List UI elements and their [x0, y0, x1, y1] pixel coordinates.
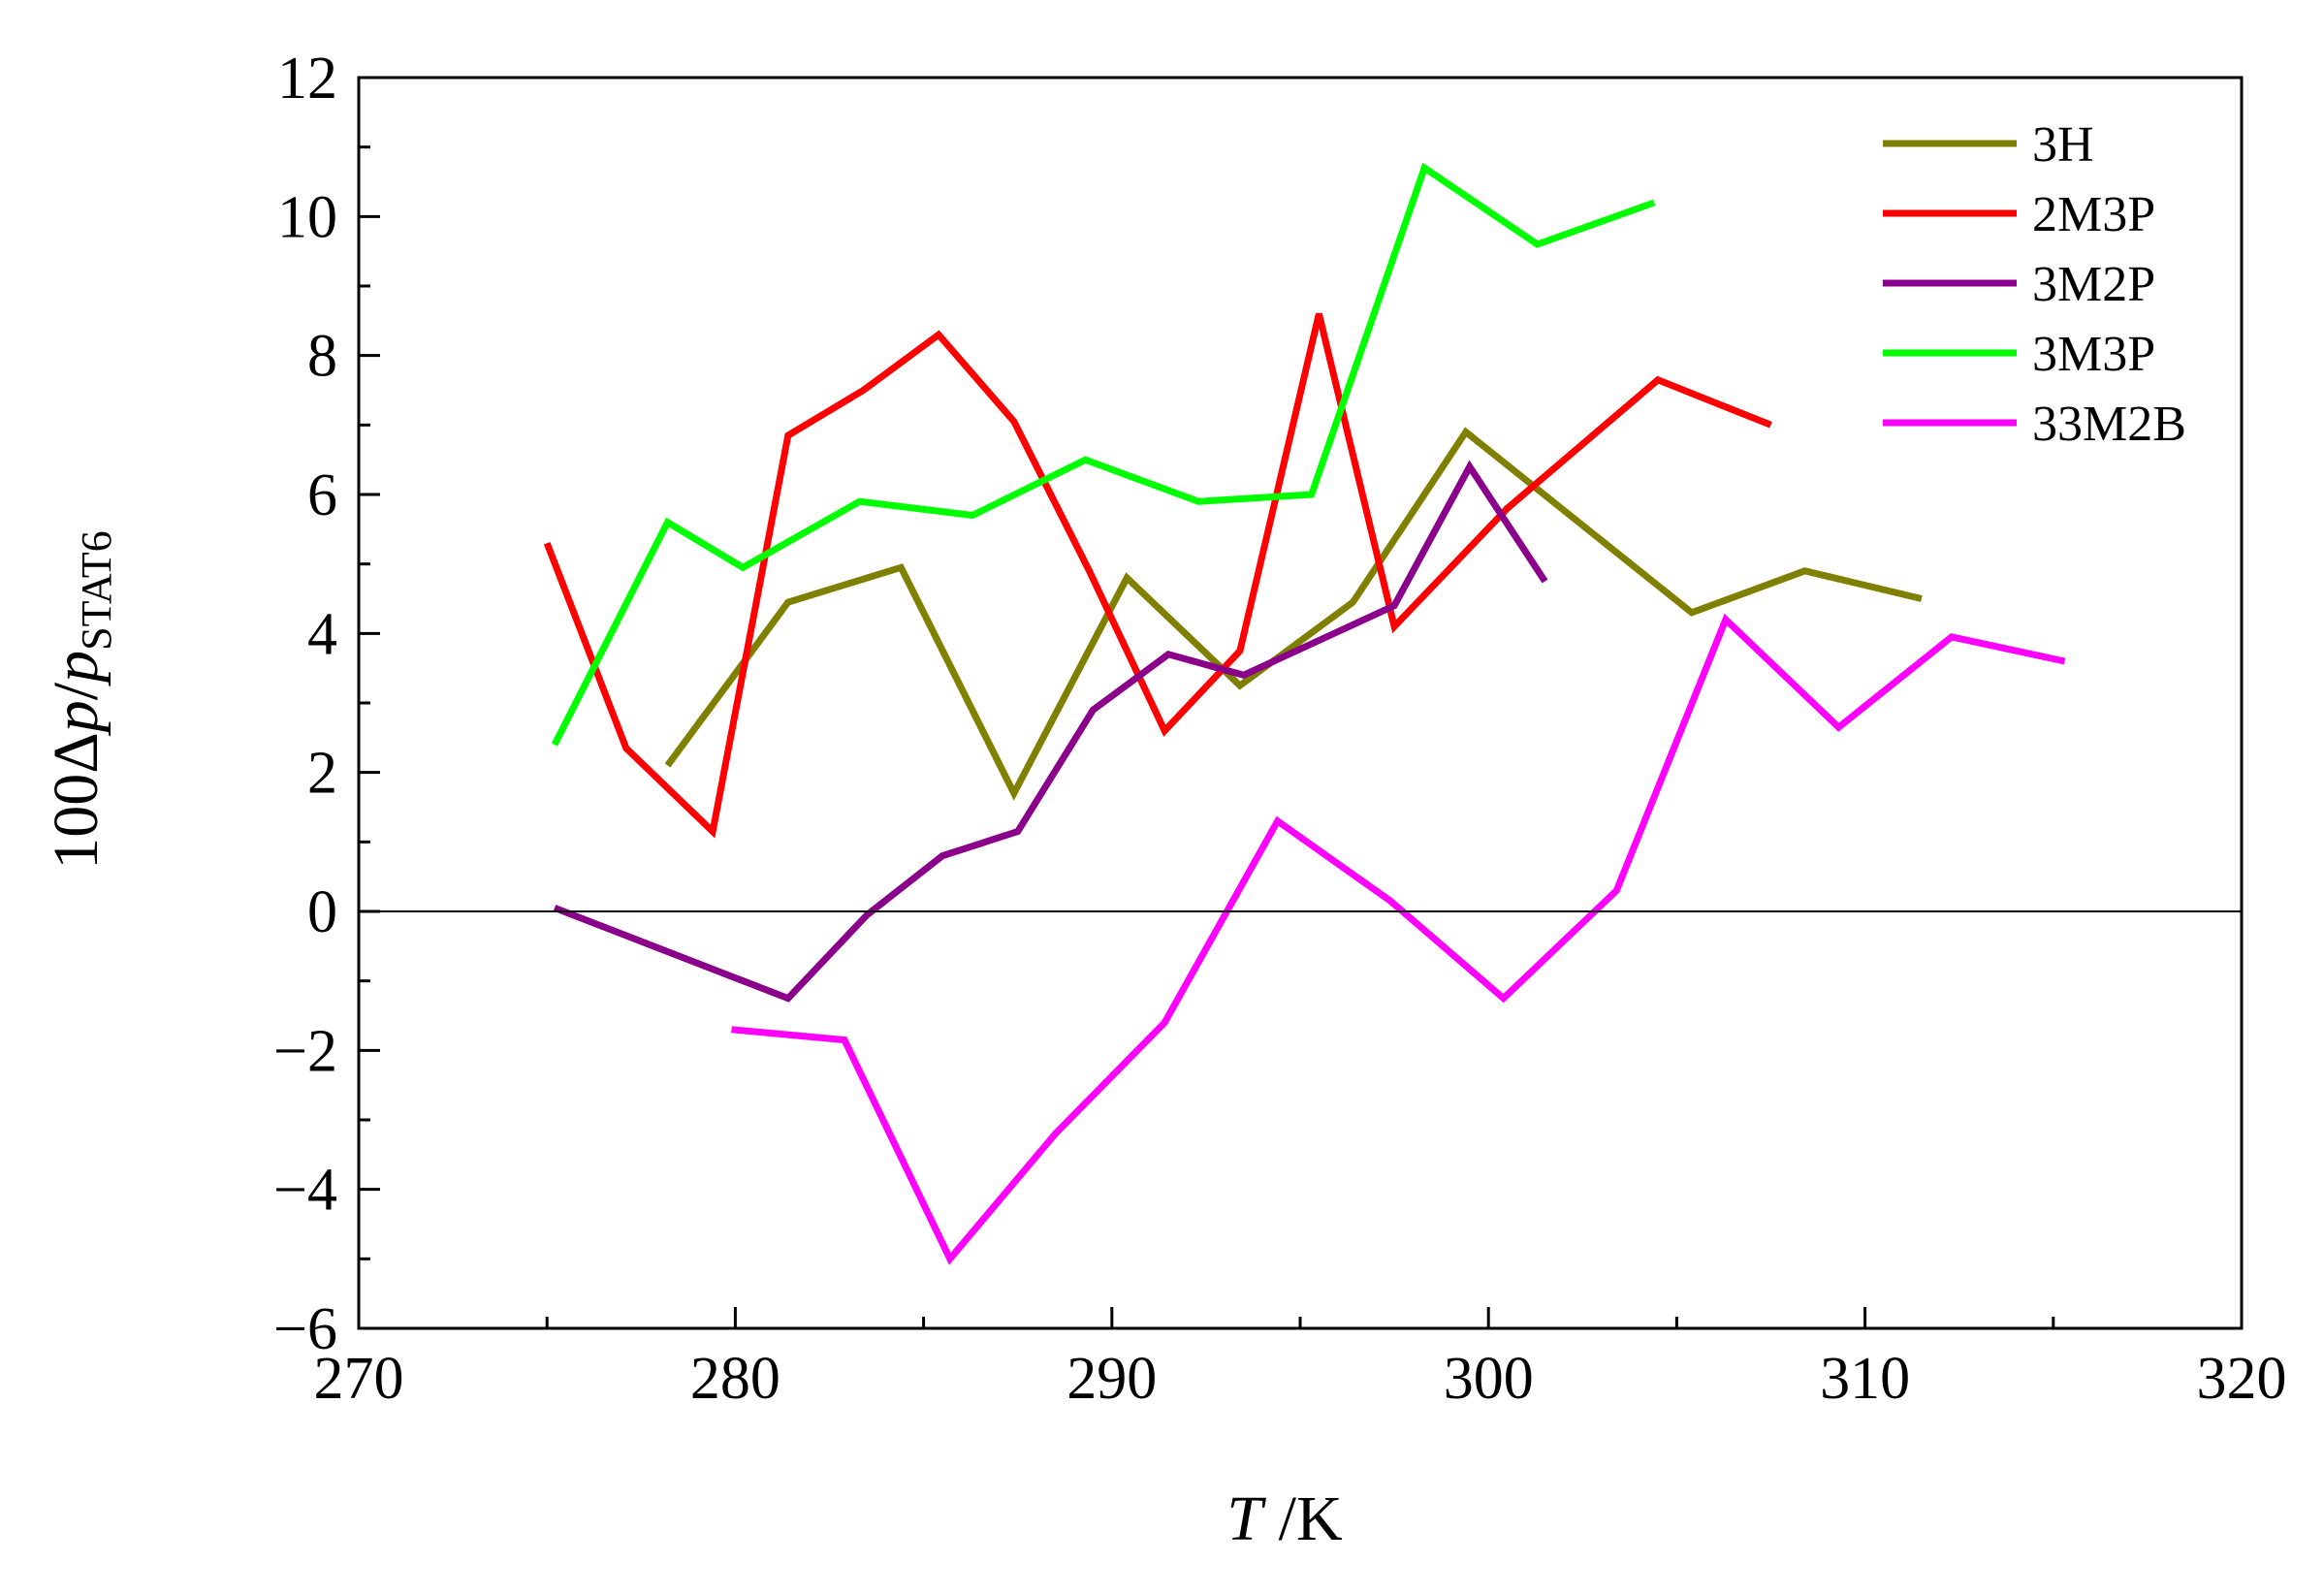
series-line-3m2p: [553, 460, 1548, 1003]
y-axis-title: 100Δp/pSTAT6: [41, 530, 120, 869]
y-tick-label: −2: [273, 1018, 337, 1084]
x-tick-label: 280: [690, 1346, 780, 1412]
legend-label-3h: 3H: [2032, 117, 2094, 173]
y-axis-subscript: STAT6: [73, 530, 120, 651]
x-axis-unit: /K: [1262, 1483, 1343, 1554]
plot-series: [543, 162, 2066, 1265]
y-axis-var2: p: [41, 651, 111, 686]
y-tick-label: 10: [277, 184, 337, 250]
series-line-3h: [664, 427, 1923, 801]
axis-ticks: [357, 76, 2244, 1330]
y-tick-label: 2: [307, 741, 337, 807]
y-tick-label: −4: [273, 1158, 337, 1224]
y-axis-var1: p: [41, 700, 111, 736]
legend-label-2m3p: 2M3P: [2032, 187, 2155, 242]
y-axis-prefix: 100Δ: [41, 732, 111, 869]
y-tick-label: −6: [273, 1296, 337, 1362]
x-tick-label: 300: [1444, 1346, 1534, 1412]
legend-label-33m2b: 33M2B: [2032, 397, 2186, 452]
y-tick-label: 12: [277, 46, 337, 112]
x-tick-label: 320: [2197, 1346, 2287, 1412]
legend-label-3m2p: 3M2P: [2032, 257, 2155, 312]
plot-frame: [357, 76, 2244, 1330]
series-line-3m3p: [551, 162, 1656, 747]
y-tick-label: 0: [307, 879, 337, 945]
tick-labels: 270 280 290 300 310 320 −6 −4 −2 0 2 4 6 8 10 12: [273, 46, 2286, 1412]
series-line-33m2b: [731, 613, 2066, 1265]
x-tick-label: 310: [1820, 1346, 1910, 1412]
x-axis-var: T: [1226, 1483, 1266, 1554]
series-line-2m3p: [543, 312, 1772, 839]
x-tick-label: 290: [1066, 1346, 1157, 1412]
legend-label-3m3p: 3M3P: [2032, 327, 2155, 382]
y-tick-label: 6: [307, 462, 337, 528]
legend: 3H 2M3P 3M2P 3M3P 33M2B: [1883, 117, 2186, 452]
x-tick-label: 270: [314, 1346, 404, 1412]
y-axis-slash: /: [41, 682, 111, 700]
y-tick-label: 8: [307, 324, 337, 390]
y-tick-label: 4: [307, 601, 337, 667]
x-axis-title: T /K: [1226, 1483, 1342, 1554]
